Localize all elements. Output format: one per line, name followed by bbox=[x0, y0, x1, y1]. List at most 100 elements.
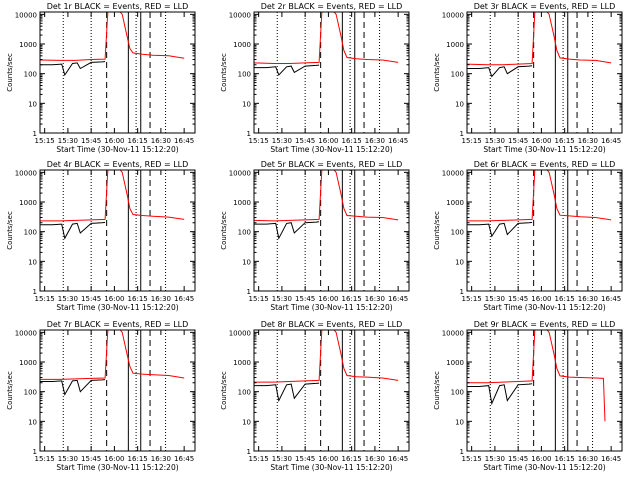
x-axis-label: Start Time (30-Nov-11 15:12:20) bbox=[56, 463, 178, 472]
y-tick-label: 10 bbox=[455, 100, 464, 108]
y-tick-label: 100 bbox=[238, 229, 251, 237]
y-tick-label: 10000 bbox=[442, 11, 464, 19]
x-tick-label: 16:00 bbox=[318, 295, 338, 303]
y-tick-label: 100 bbox=[238, 71, 251, 79]
x-tick-label: 16:15 bbox=[555, 455, 575, 463]
series-line-lld bbox=[40, 170, 185, 222]
chart-title: Det 2r BLACK = Events, RED = LLD bbox=[261, 2, 403, 11]
series-group bbox=[467, 12, 612, 78]
plot-frame bbox=[466, 169, 623, 292]
y-tick-label: 10 bbox=[242, 100, 251, 108]
y-tick-label: 1 bbox=[33, 448, 37, 456]
y-axis-label: Counts/sec bbox=[6, 211, 14, 250]
chart-title: Det 3r BLACK = Events, RED = LLD bbox=[474, 2, 616, 11]
y-tick-label: 1000 bbox=[19, 199, 37, 207]
y-axis-label: Counts/sec bbox=[220, 211, 228, 250]
y-tick-label: 1 bbox=[247, 130, 251, 138]
series-line-lld bbox=[40, 330, 185, 380]
y-tick-label: 10000 bbox=[229, 11, 251, 19]
chart-title: Det 4r BLACK = Events, RED = LLD bbox=[47, 160, 189, 169]
chart-title: Det 9r BLACK = Events, RED = LLD bbox=[474, 320, 616, 329]
x-tick-label: 15:30 bbox=[485, 295, 505, 303]
marker-lines bbox=[62, 12, 167, 133]
series-line-events bbox=[40, 379, 106, 396]
y-tick-label: 1 bbox=[33, 288, 37, 296]
chart-panel: Det 3r BLACK = Events, RED = LLD 1 10 100 10… bbox=[433, 2, 623, 154]
x-tick-label: 15:30 bbox=[272, 455, 292, 463]
y-tick-label: 100 bbox=[24, 389, 37, 397]
y-tick-label: 1 bbox=[33, 130, 37, 138]
y-tick-label: 10000 bbox=[15, 11, 37, 19]
series-line-lld bbox=[40, 12, 185, 61]
series-line-lld bbox=[467, 170, 612, 222]
x-axis-label: Start Time (30-Nov-11 15:12:20) bbox=[483, 145, 605, 154]
x-tick-label: 15:45 bbox=[295, 137, 315, 145]
series-line-lld bbox=[254, 12, 399, 64]
x-tick-label: 15:15 bbox=[249, 137, 269, 145]
x-tick-label: 16:30 bbox=[365, 137, 385, 145]
x-tick-label: 15:15 bbox=[249, 295, 269, 303]
x-tick-label: 16:15 bbox=[342, 137, 362, 145]
x-tick-label: 16:45 bbox=[601, 137, 621, 145]
y-tick-label: 1000 bbox=[19, 359, 37, 367]
series-group bbox=[467, 170, 612, 238]
y-tick-label: 10 bbox=[28, 418, 37, 426]
series-line-events bbox=[254, 64, 320, 76]
x-tick-label: 16:15 bbox=[128, 137, 148, 145]
y-axis-label: Counts/sec bbox=[6, 371, 14, 410]
x-tick-label: 16:00 bbox=[104, 455, 124, 463]
y-tick-label: 10000 bbox=[442, 169, 464, 177]
x-tick-label: 16:00 bbox=[531, 137, 551, 145]
plot-frame bbox=[466, 11, 623, 134]
series-line-lld bbox=[254, 330, 399, 383]
series-group bbox=[254, 330, 399, 403]
x-tick-label: 15:15 bbox=[249, 455, 269, 463]
plot-frame bbox=[253, 11, 410, 134]
y-tick-label: 100 bbox=[24, 229, 37, 237]
x-axis-label: Start Time (30-Nov-11 15:12:20) bbox=[483, 303, 605, 312]
chart-title: Det 8r BLACK = Events, RED = LLD bbox=[261, 320, 403, 329]
plot-frame bbox=[253, 169, 410, 292]
y-tick-label: 10000 bbox=[15, 329, 37, 337]
y-tick-label: 1000 bbox=[19, 41, 37, 49]
x-tick-label: 15:15 bbox=[462, 137, 482, 145]
plot-frame bbox=[39, 169, 196, 292]
x-tick-label: 15:30 bbox=[485, 455, 505, 463]
chart-title: Det 7r BLACK = Events, RED = LLD bbox=[47, 320, 189, 329]
series-line-lld bbox=[467, 330, 606, 422]
y-axis-label: Counts/sec bbox=[433, 53, 441, 92]
y-tick-label: 1000 bbox=[233, 41, 251, 49]
x-tick-label: 15:45 bbox=[81, 455, 101, 463]
y-tick-label: 1000 bbox=[446, 199, 464, 207]
chart-panel: Det 1r BLACK = Events, RED = LLD 1 10 100 10… bbox=[6, 2, 196, 154]
chart-panel: Det 9r BLACK = Events, RED = LLD 1 10 100 10… bbox=[433, 320, 623, 472]
x-tick-label: 16:15 bbox=[128, 455, 148, 463]
x-tick-label: 16:45 bbox=[174, 455, 194, 463]
x-tick-label: 16:30 bbox=[365, 295, 385, 303]
y-tick-label: 1000 bbox=[446, 41, 464, 49]
series-line-events bbox=[40, 61, 106, 77]
x-tick-label: 16:00 bbox=[318, 137, 338, 145]
x-tick-label: 15:30 bbox=[485, 137, 505, 145]
marker-lines bbox=[489, 170, 594, 291]
chart-title: Det 5r BLACK = Events, RED = LLD bbox=[261, 160, 403, 169]
x-tick-label: 15:15 bbox=[462, 295, 482, 303]
x-tick-label: 16:15 bbox=[342, 295, 362, 303]
y-tick-label: 1 bbox=[247, 448, 251, 456]
x-tick-label: 16:45 bbox=[174, 137, 194, 145]
y-tick-label: 10000 bbox=[442, 329, 464, 337]
x-tick-label: 16:15 bbox=[342, 455, 362, 463]
x-tick-label: 16:45 bbox=[601, 295, 621, 303]
y-tick-label: 1 bbox=[247, 288, 251, 296]
y-tick-label: 100 bbox=[238, 389, 251, 397]
y-tick-label: 10 bbox=[28, 100, 37, 108]
x-tick-label: 16:30 bbox=[151, 295, 171, 303]
series-group bbox=[40, 170, 185, 240]
x-tick-label: 15:45 bbox=[508, 455, 528, 463]
x-tick-label: 16:45 bbox=[388, 137, 408, 145]
chart-title: Det 6r BLACK = Events, RED = LLD bbox=[474, 160, 616, 169]
y-axis-label: Counts/sec bbox=[433, 211, 441, 250]
x-tick-label: 16:00 bbox=[104, 137, 124, 145]
chart-panel: Det 7r BLACK = Events, RED = LLD 1 10 100 10… bbox=[6, 320, 196, 472]
